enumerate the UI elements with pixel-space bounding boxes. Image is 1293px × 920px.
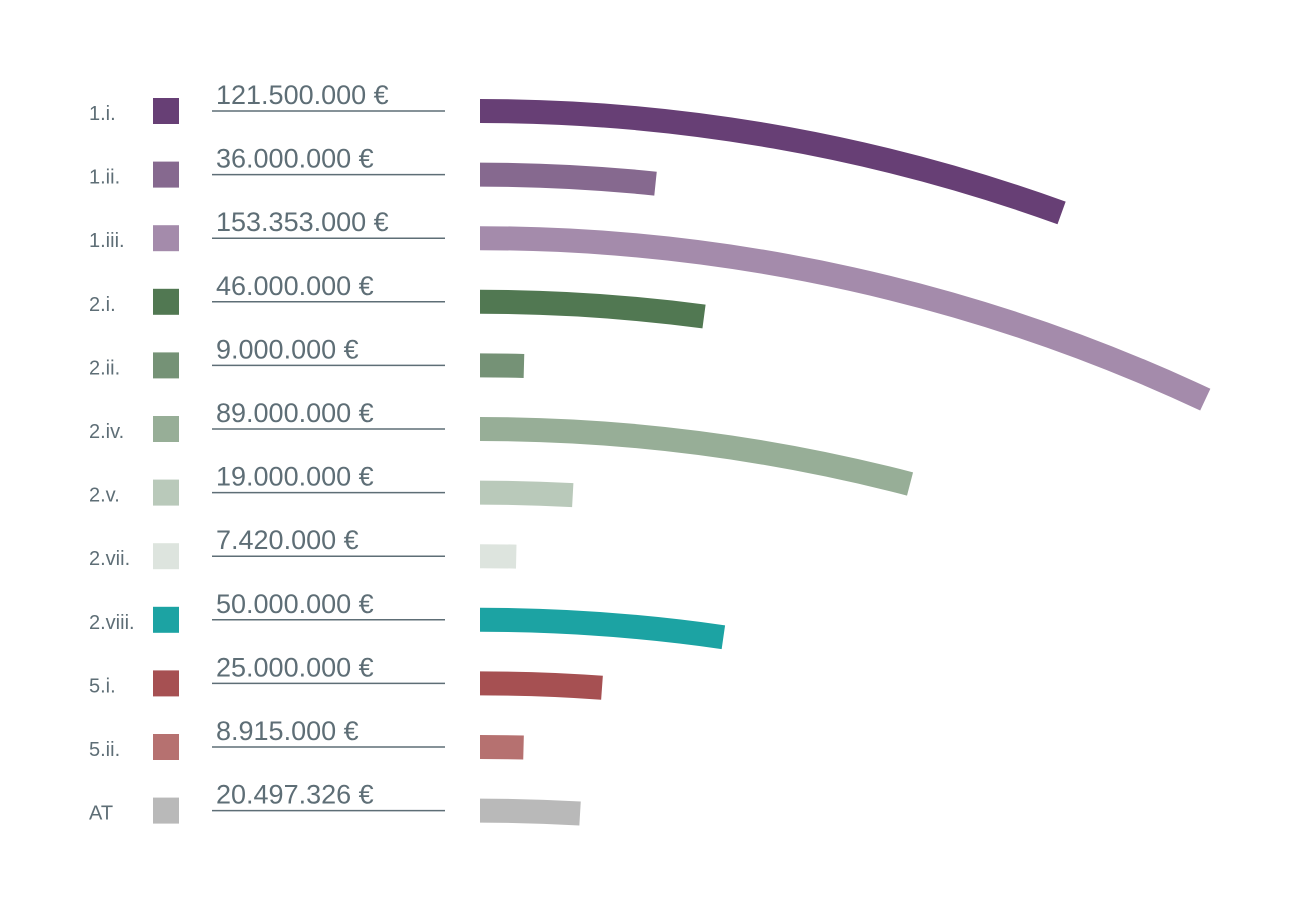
value-label: 121.500.000 € bbox=[216, 80, 389, 110]
category-label: 2.viii. bbox=[89, 612, 135, 634]
value-label: 20.497.326 € bbox=[216, 780, 374, 810]
category-label: 2.ii. bbox=[89, 357, 120, 379]
swatch bbox=[153, 161, 179, 188]
value-label: 8.915.000 € bbox=[216, 716, 359, 746]
curved-bar bbox=[479, 417, 914, 496]
curved-bar bbox=[479, 226, 1211, 411]
category-label: 2.vii. bbox=[89, 548, 130, 570]
category-label: 2.iv. bbox=[89, 421, 124, 443]
value-label: 25.000.000 € bbox=[216, 652, 374, 682]
category-label: AT bbox=[89, 803, 113, 825]
category-label: 2.v. bbox=[89, 485, 120, 507]
category-label: 2.i. bbox=[89, 294, 116, 316]
value-label: 9.000.000 € bbox=[216, 334, 359, 364]
swatch bbox=[153, 288, 179, 315]
value-label: 50.000.000 € bbox=[216, 589, 374, 619]
value-label: 7.420.000 € bbox=[216, 525, 359, 555]
value-label: 19.000.000 € bbox=[216, 462, 374, 492]
swatch bbox=[153, 606, 179, 633]
swatch bbox=[153, 352, 179, 379]
category-label: 5.i. bbox=[89, 675, 116, 697]
curved-bar bbox=[479, 798, 581, 826]
curved-bar bbox=[479, 99, 1066, 225]
curved-bar bbox=[479, 480, 574, 508]
swatch bbox=[153, 416, 179, 442]
curved-bar bbox=[479, 162, 657, 196]
value-label: 36.000.000 € bbox=[216, 144, 374, 174]
swatch bbox=[153, 98, 179, 124]
curved-bar bbox=[479, 353, 525, 378]
curved-bar bbox=[479, 735, 524, 760]
value-label: 153.353.000 € bbox=[216, 207, 389, 237]
value-label: 46.000.000 € bbox=[216, 271, 374, 301]
category-label: 1.ii. bbox=[89, 167, 120, 189]
category-label: 1.i. bbox=[89, 103, 116, 125]
curved-bar bbox=[479, 607, 726, 650]
swatch bbox=[153, 225, 179, 252]
swatch bbox=[153, 734, 179, 760]
swatch bbox=[153, 797, 179, 824]
curved-bar bbox=[479, 671, 603, 700]
swatch bbox=[153, 543, 179, 570]
value-label: 89.000.000 € bbox=[216, 398, 374, 428]
category-label: 5.ii. bbox=[89, 739, 120, 761]
curved-bar bbox=[479, 289, 706, 329]
category-label: 1.iii. bbox=[89, 230, 125, 252]
swatch bbox=[153, 670, 179, 697]
swatch bbox=[153, 479, 179, 506]
